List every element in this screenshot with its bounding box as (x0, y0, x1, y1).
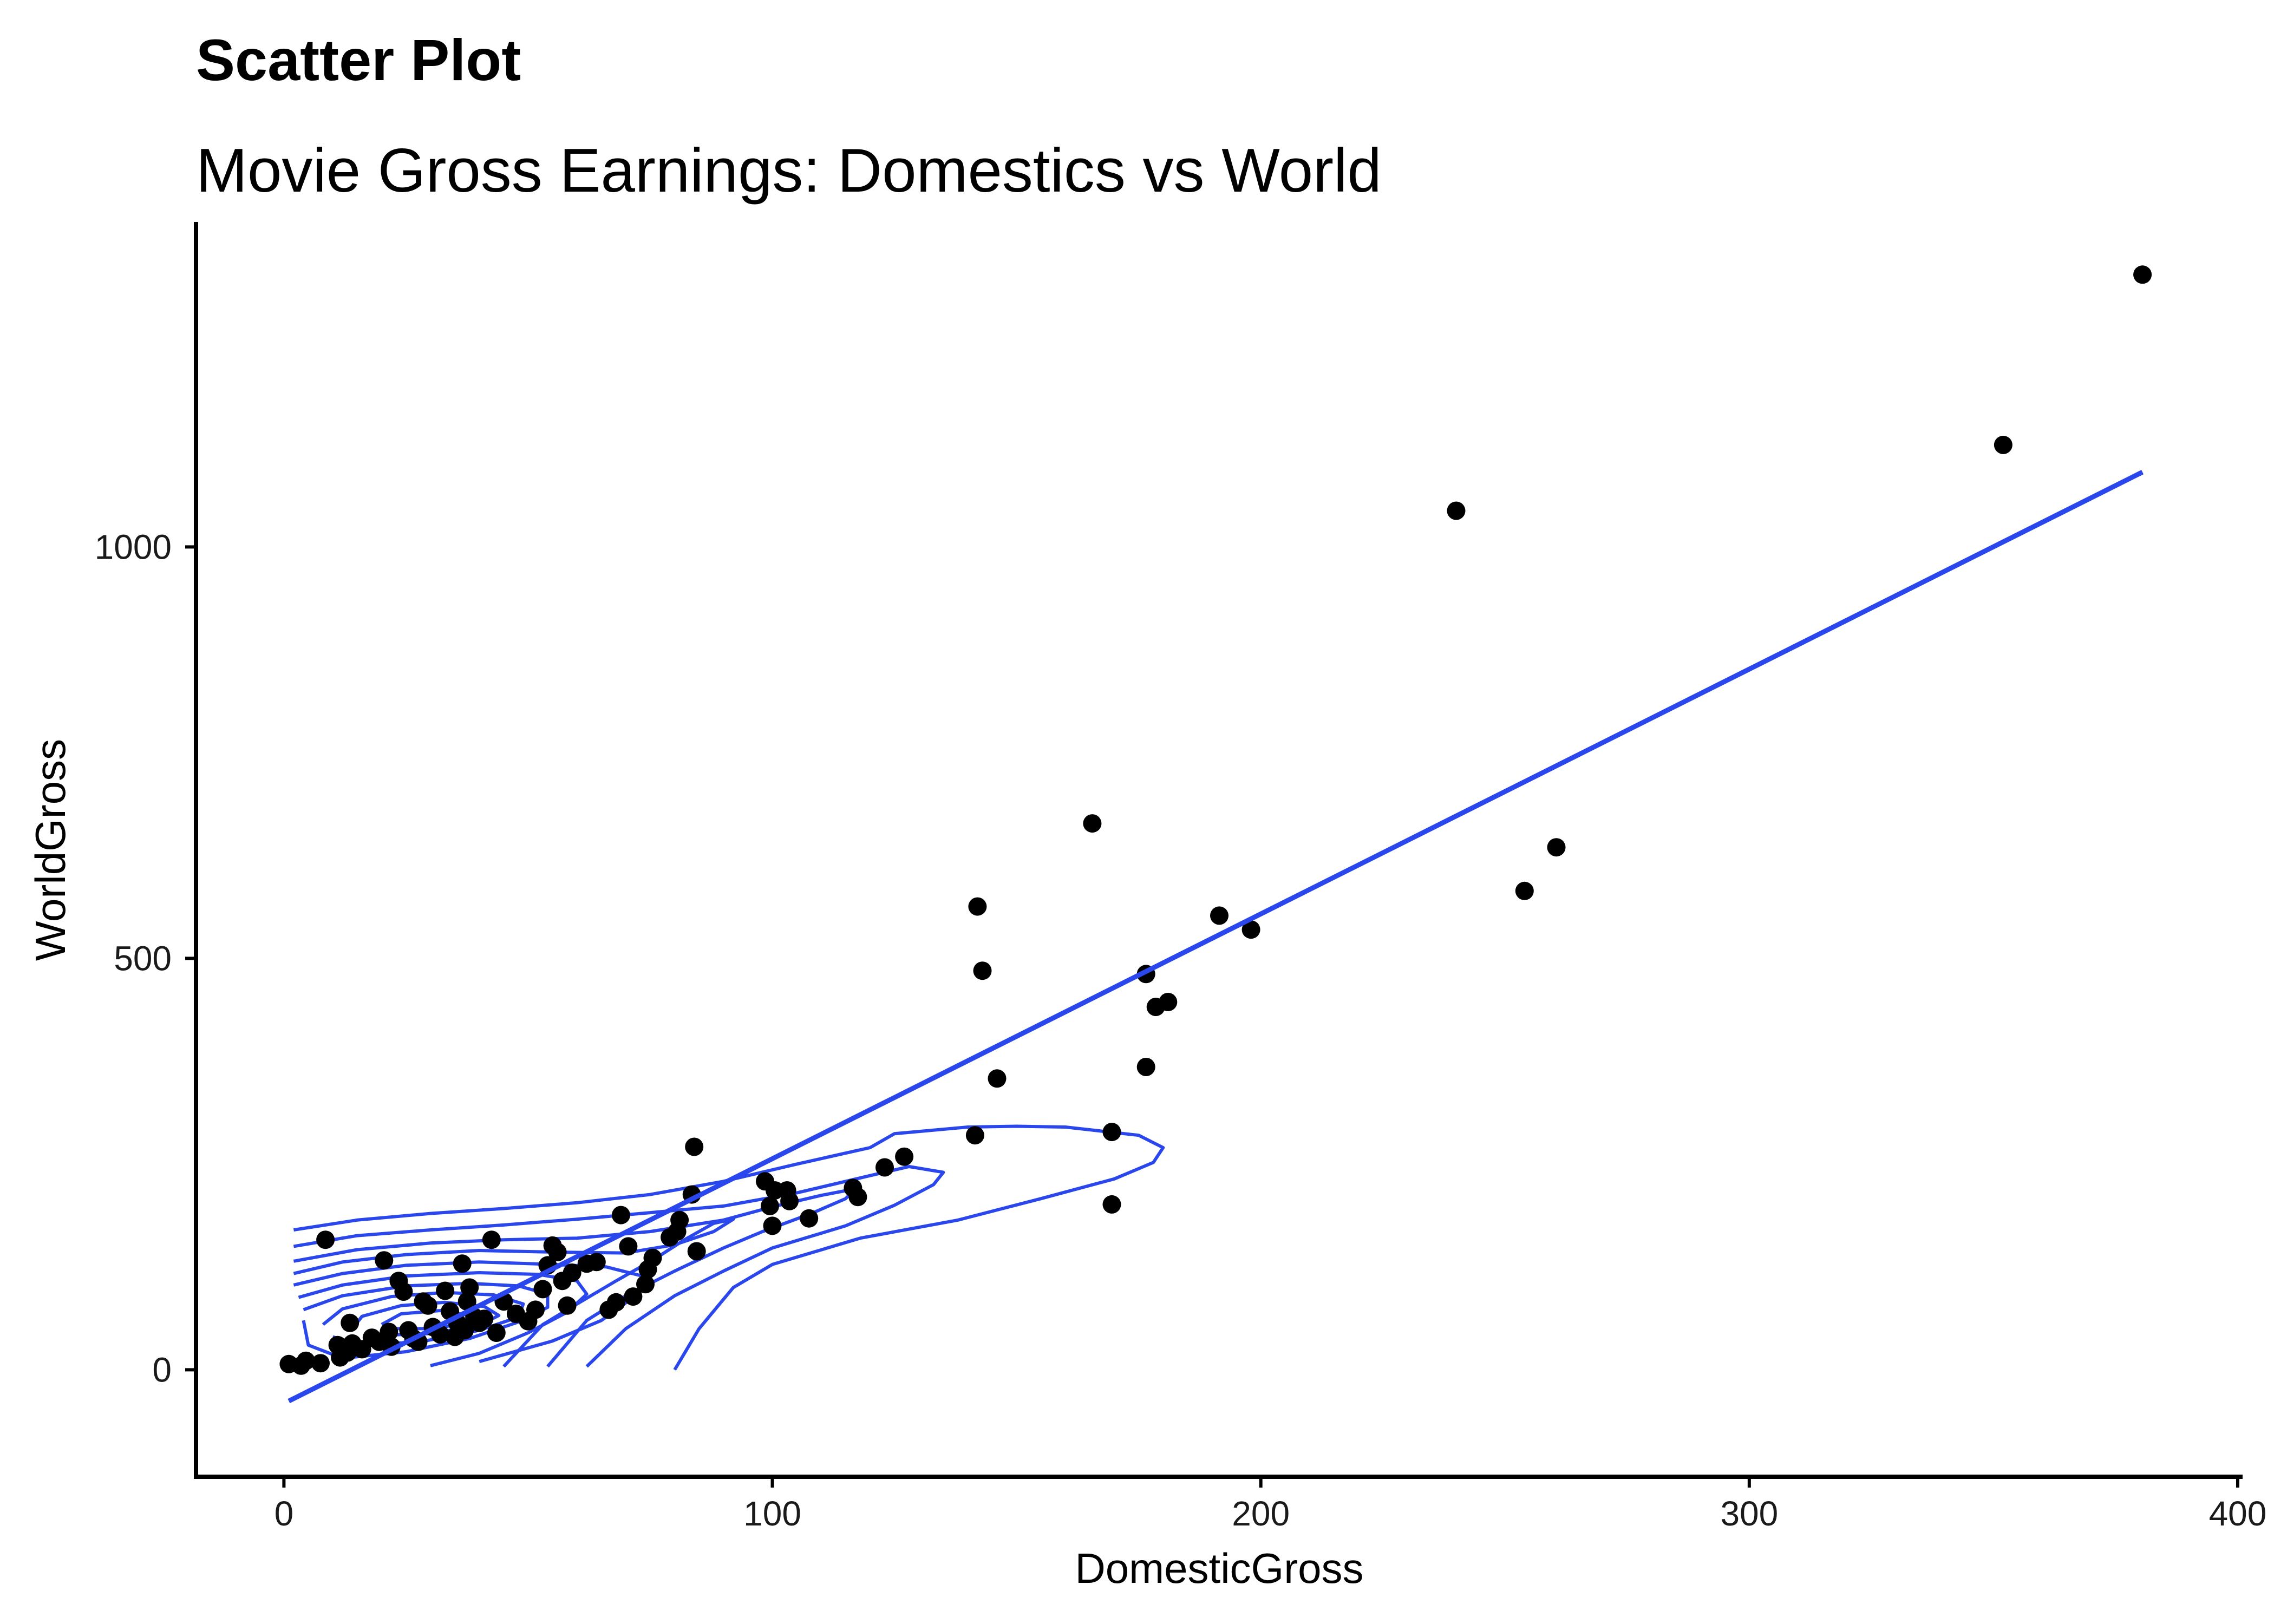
data-point (763, 1216, 782, 1235)
data-point (606, 1293, 625, 1312)
data-point (848, 1188, 867, 1207)
data-point (487, 1324, 506, 1342)
data-point (436, 1281, 455, 1300)
regression-line (287, 470, 2144, 1404)
y-tick-label: 500 (114, 939, 172, 978)
data-point (619, 1237, 638, 1256)
data-point (965, 1126, 984, 1145)
data-point (1241, 920, 1260, 939)
data-point (1159, 993, 1178, 1011)
x-tick-label: 0 (275, 1494, 294, 1533)
x-tick-label: 400 (2209, 1494, 2267, 1533)
data-point (458, 1292, 476, 1311)
data-point (311, 1354, 330, 1373)
x-axis-title: DomesticGross (1075, 1544, 1363, 1592)
data-point (643, 1248, 662, 1267)
data-point (636, 1275, 655, 1294)
data-point (973, 961, 992, 980)
chart-title: Scatter Plot (196, 27, 521, 93)
data-point (1102, 1123, 1121, 1142)
data-point (380, 1322, 398, 1341)
data-point (475, 1309, 494, 1328)
data-point (1210, 906, 1229, 925)
density-contour-4 (293, 1217, 735, 1368)
data-point (1515, 881, 1534, 900)
data-point (761, 1196, 779, 1215)
data-point (968, 897, 987, 916)
y-axis-title: WorldGross (27, 739, 74, 961)
data-point (341, 1313, 360, 1332)
data-point (533, 1280, 552, 1299)
density-contour-1 (293, 1124, 1165, 1371)
data-point (1083, 814, 1102, 833)
y-tick-label: 0 (152, 1350, 172, 1389)
data-point (895, 1147, 914, 1166)
data-point (1547, 838, 1566, 857)
data-point (611, 1206, 630, 1224)
data-point (587, 1253, 606, 1272)
y-tick-label: 1000 (95, 527, 172, 566)
regression-line-group (287, 470, 2144, 1404)
data-point (624, 1287, 643, 1306)
data-point (687, 1242, 706, 1261)
x-tick-label: 100 (743, 1494, 801, 1533)
data-point (453, 1254, 472, 1273)
data-point (482, 1230, 501, 1249)
data-point (670, 1210, 689, 1229)
data-point (875, 1158, 894, 1177)
data-point (563, 1263, 581, 1282)
x-tick-label: 200 (1232, 1494, 1290, 1533)
data-point (394, 1282, 413, 1301)
data-points (279, 265, 2152, 1375)
data-point (526, 1300, 545, 1319)
x-tick-label: 300 (1720, 1494, 1778, 1533)
density-contour-6 (298, 1271, 589, 1367)
chart-subtitle: Movie Gross Earnings: Domestics vs World (196, 136, 1382, 205)
data-point (548, 1243, 567, 1261)
data-point (316, 1230, 335, 1249)
density-contour-2 (293, 1165, 945, 1368)
data-point (2133, 265, 2152, 284)
data-point (419, 1296, 437, 1315)
data-point (460, 1278, 479, 1297)
data-point (1447, 501, 1466, 520)
data-point (1102, 1195, 1121, 1214)
data-point (375, 1251, 394, 1270)
data-point (800, 1209, 819, 1228)
axes: 0 100 200 300 400 0 500 1000 (95, 222, 2267, 1533)
data-point (1136, 1058, 1155, 1076)
data-point (292, 1356, 310, 1375)
data-point (780, 1191, 799, 1210)
data-point (988, 1069, 1007, 1088)
data-point (685, 1137, 704, 1156)
data-point (558, 1296, 577, 1315)
data-point (1994, 435, 2012, 454)
data-point (455, 1321, 474, 1340)
